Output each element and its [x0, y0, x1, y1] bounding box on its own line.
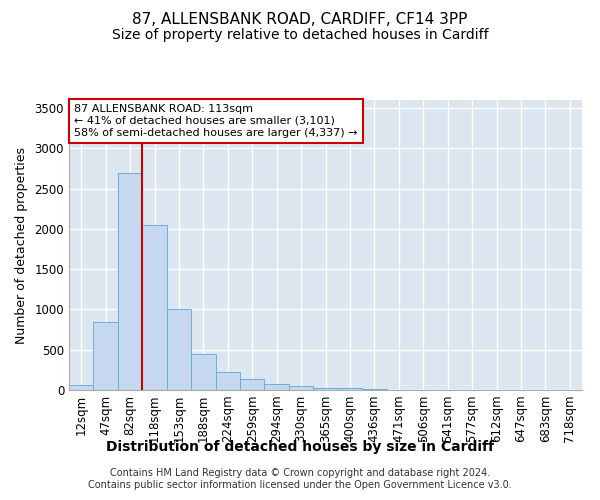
Bar: [191, 354, 215, 390]
Bar: [118, 172, 142, 390]
Bar: [94, 322, 118, 390]
Text: Distribution of detached houses by size in Cardiff: Distribution of detached houses by size …: [106, 440, 494, 454]
Bar: [142, 225, 167, 390]
Bar: [289, 386, 313, 390]
Y-axis label: Number of detached properties: Number of detached properties: [14, 146, 28, 344]
Bar: [313, 388, 338, 390]
Text: Contains public sector information licensed under the Open Government Licence v3: Contains public sector information licen…: [88, 480, 512, 490]
Bar: [362, 389, 386, 390]
Bar: [265, 384, 289, 390]
Bar: [240, 378, 265, 390]
Bar: [69, 385, 94, 390]
Text: 87 ALLENSBANK ROAD: 113sqm
← 41% of detached houses are smaller (3,101)
58% of s: 87 ALLENSBANK ROAD: 113sqm ← 41% of deta…: [74, 104, 358, 138]
Bar: [167, 310, 191, 390]
Bar: [338, 388, 362, 390]
Text: Size of property relative to detached houses in Cardiff: Size of property relative to detached ho…: [112, 28, 488, 42]
Text: Contains HM Land Registry data © Crown copyright and database right 2024.: Contains HM Land Registry data © Crown c…: [110, 468, 490, 477]
Bar: [215, 372, 240, 390]
Text: 87, ALLENSBANK ROAD, CARDIFF, CF14 3PP: 87, ALLENSBANK ROAD, CARDIFF, CF14 3PP: [133, 12, 467, 28]
